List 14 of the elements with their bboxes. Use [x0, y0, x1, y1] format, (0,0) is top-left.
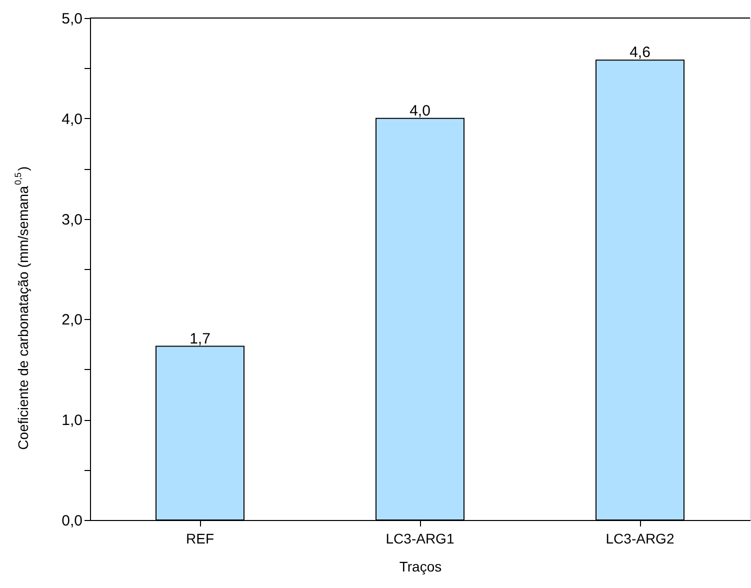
y-tick-label: 4,0	[62, 110, 82, 128]
data-label: 4,6	[630, 44, 650, 62]
y-tick-label: 3,0	[62, 211, 82, 228]
y-tick-label: 0,0	[62, 512, 82, 530]
y-tick-label: 1,0	[62, 412, 82, 430]
x-axis-title: Traços	[399, 558, 442, 574]
y-tick-label: 5,0	[62, 10, 82, 28]
data-label: 4,0	[410, 102, 430, 120]
data-label: 1,7	[190, 330, 210, 348]
x-tick-label: REF	[186, 530, 214, 546]
y-axis-title: Coeficiente de carbonatação (mm/semana0,5)	[13, 166, 31, 450]
y-tick-label: 2,0	[62, 312, 82, 329]
x-tick-label: LC3-ARG1	[386, 530, 454, 546]
x-tick-label: LC3-ARG2	[606, 530, 674, 546]
